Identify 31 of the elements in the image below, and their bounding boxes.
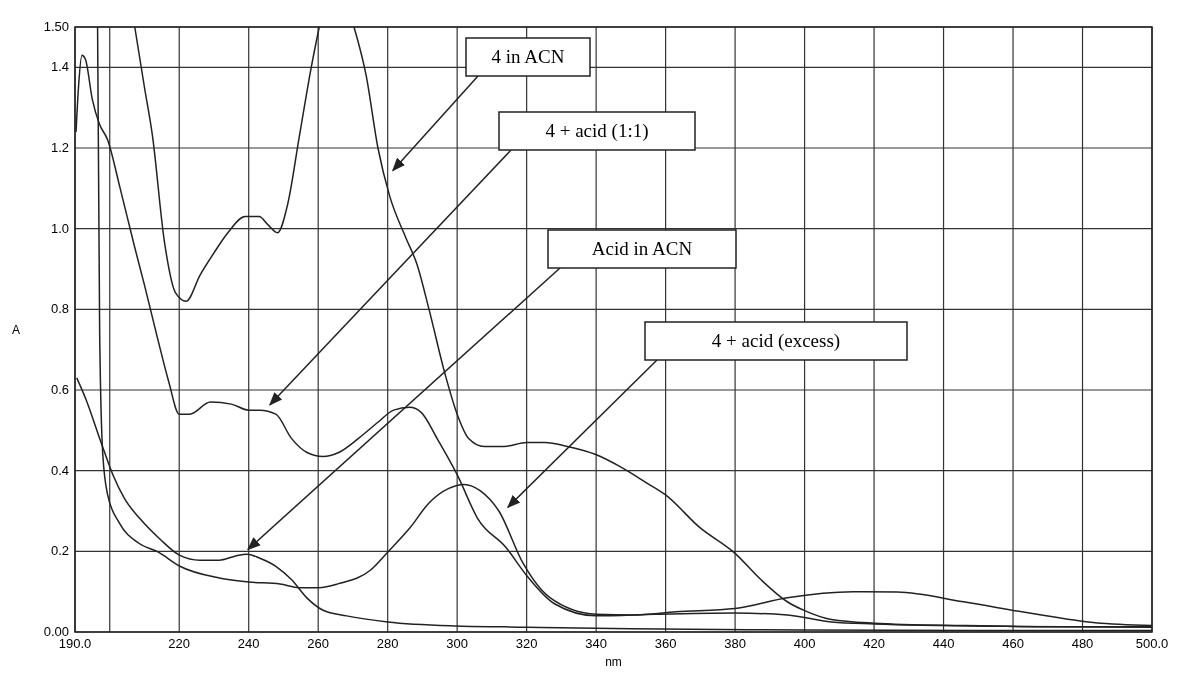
x-tick-label: 400 <box>793 636 816 651</box>
y-tick-label: 0.8 <box>50 301 69 317</box>
y-tick-label: 1.4 <box>50 59 69 75</box>
text: 4 + acid (excess) <box>711 330 841 352</box>
x-tick-label: 440 <box>932 636 955 651</box>
x-tick-label: 320 <box>515 636 538 651</box>
y-tick-label: 1.50 <box>43 19 69 34</box>
x-tick-label: 480 <box>1071 636 1094 651</box>
text: Acid in ACN <box>591 238 693 259</box>
x-axis-title: nm <box>605 655 622 669</box>
y-tick-label: 0.6 <box>50 382 69 397</box>
text: 4 + acid (1:1) <box>545 120 649 142</box>
x-tick-label: 420 <box>863 636 885 651</box>
y-tick-label: 1.2 <box>50 140 69 155</box>
y-tick-label: 0.4 <box>50 462 69 478</box>
x-tick-label: 500.0 <box>1135 636 1169 651</box>
x-tick-label: 360 <box>654 636 677 651</box>
x-tick-label: 340 <box>585 636 607 651</box>
y-tick-label: 0.2 <box>50 543 69 559</box>
y-tick-label: 1.0 <box>50 220 69 236</box>
x-tick-label: 460 <box>1002 636 1024 651</box>
y-tick-label: 0.00 <box>43 624 69 639</box>
x-tick-label: 190.0 <box>58 636 92 651</box>
x-tick-label: 240 <box>237 636 260 651</box>
x-tick-label: 300 <box>446 636 469 651</box>
text: 4 in ACN <box>491 46 565 67</box>
x-tick-label: 380 <box>724 636 746 651</box>
y-axis-title: A <box>12 322 21 337</box>
x-tick-label: 220 <box>168 636 191 651</box>
x-tick-label: 260 <box>307 636 330 651</box>
x-tick-label: 280 <box>376 636 399 651</box>
